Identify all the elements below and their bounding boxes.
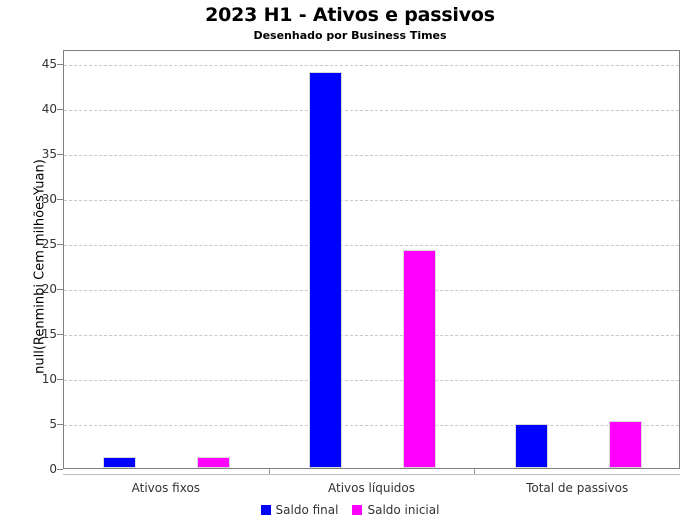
gridline <box>64 289 679 291</box>
x-separator-tick <box>474 469 476 474</box>
x-tick-label: Total de passivos <box>526 481 629 495</box>
bar[interactable] <box>514 424 548 468</box>
bar[interactable] <box>403 249 436 468</box>
chart-subtitle: Desenhado por Business Times <box>253 29 447 42</box>
y-tick-label: 45 <box>41 56 57 71</box>
gridline <box>64 109 679 111</box>
y-tick-mark <box>57 469 63 470</box>
y-tick-label: 5 <box>49 416 57 431</box>
y-tick-mark <box>57 198 63 200</box>
gridline <box>64 64 679 66</box>
y-tick-label: 40 <box>41 101 57 116</box>
y-tick-label: 10 <box>41 371 57 386</box>
y-tick-mark <box>57 63 63 65</box>
gridline <box>64 379 679 381</box>
gridline <box>64 199 679 201</box>
y-tick-label: 35 <box>41 146 57 161</box>
y-axis-title: null(Renminbi Cem milhõesYuan) <box>32 159 48 374</box>
y-tick-label: 0 <box>49 462 57 476</box>
legend-label: Saldo final <box>275 503 339 517</box>
y-tick-mark <box>57 333 63 335</box>
bar[interactable] <box>197 457 231 468</box>
y-tick-mark <box>57 423 63 425</box>
legend-swatch-icon <box>352 505 363 515</box>
x-axis-line <box>63 474 680 475</box>
y-tick-mark <box>57 108 63 110</box>
x-separator-tick <box>268 469 270 474</box>
y-tick-mark <box>57 288 63 290</box>
legend-swatch-icon <box>260 505 271 515</box>
legend-entry[interactable]: Saldo final <box>260 503 339 517</box>
gridline <box>64 244 679 246</box>
gridline <box>64 334 679 336</box>
legend-entry[interactable]: Saldo inicial <box>352 503 439 517</box>
y-tick-label: 25 <box>41 236 57 251</box>
bar[interactable] <box>608 421 642 468</box>
y-tick-mark <box>57 153 63 155</box>
bar[interactable] <box>309 71 342 468</box>
y-tick-mark <box>57 378 63 380</box>
y-tick-label: 20 <box>41 281 57 296</box>
y-tick-label: 15 <box>41 326 57 341</box>
y-tick-mark <box>57 243 63 245</box>
x-tick-label: Ativos líquidos <box>328 481 415 495</box>
gridline <box>64 424 679 426</box>
plot-area <box>63 50 680 469</box>
x-tick-label: Ativos fixos <box>131 481 201 495</box>
bar[interactable] <box>103 457 137 468</box>
chart-title: 2023 H1 - Ativos e passivos <box>205 4 495 26</box>
y-tick-label: 30 <box>41 191 57 206</box>
gridline <box>64 154 679 156</box>
legend-label: Saldo inicial <box>367 503 440 517</box>
chart-legend: Saldo final Saldo inicial <box>0 503 700 517</box>
